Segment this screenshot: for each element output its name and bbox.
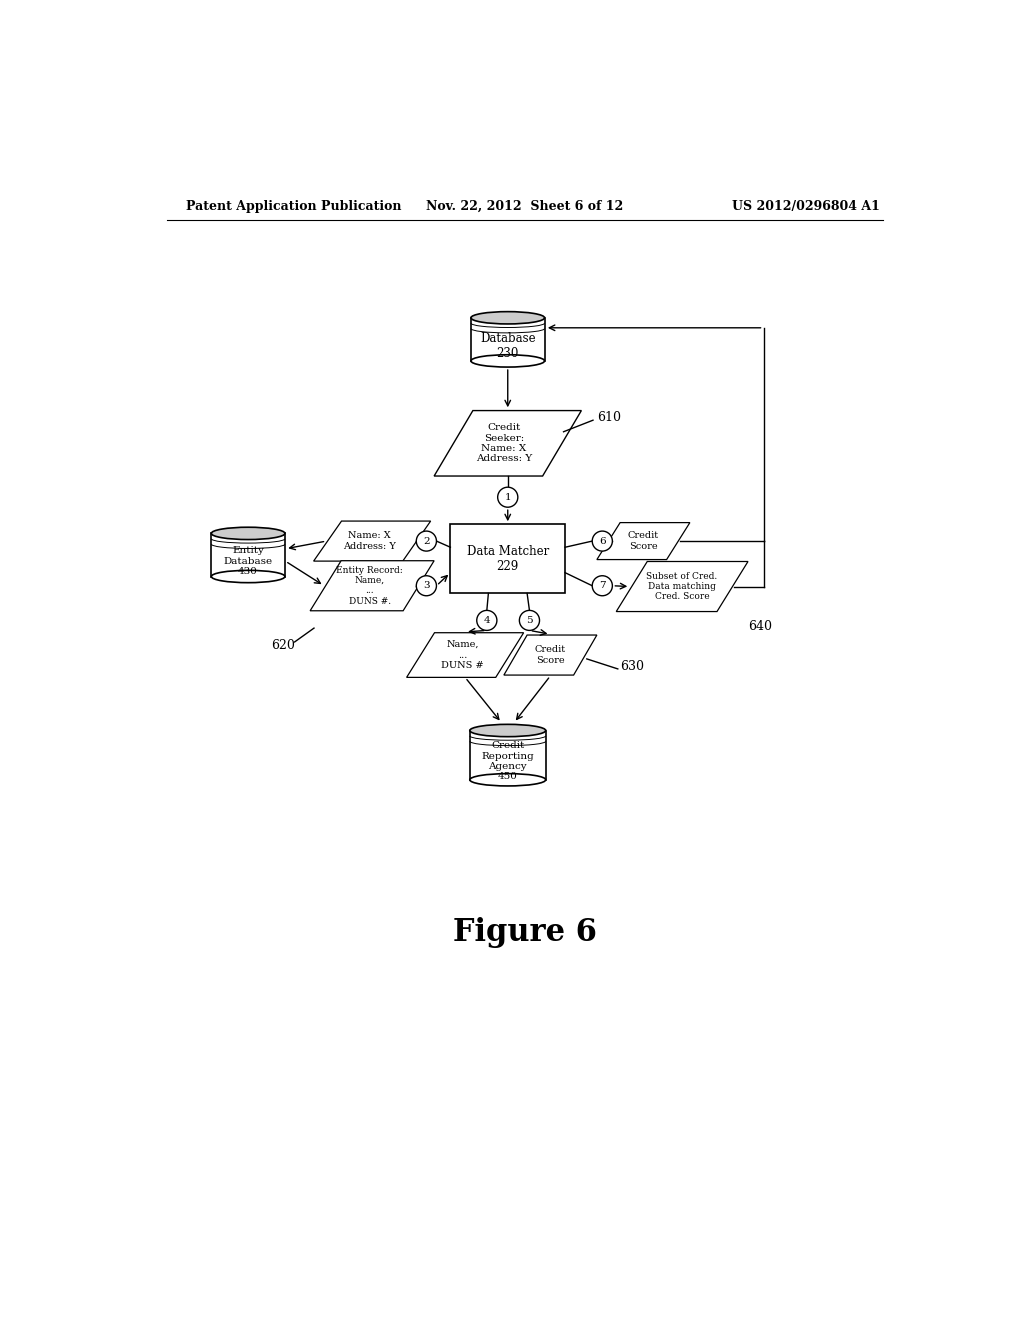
Polygon shape (504, 635, 597, 675)
Text: 2: 2 (423, 537, 430, 545)
Polygon shape (310, 561, 434, 611)
Polygon shape (471, 318, 545, 360)
Circle shape (477, 610, 497, 631)
Text: 6: 6 (599, 537, 605, 545)
Ellipse shape (211, 527, 285, 540)
Ellipse shape (470, 774, 546, 785)
Text: US 2012/0296804 A1: US 2012/0296804 A1 (732, 199, 880, 213)
Polygon shape (597, 523, 690, 560)
Text: Name: X
Address: Y: Name: X Address: Y (343, 532, 396, 550)
Text: Credit
Reporting
Agency
450: Credit Reporting Agency 450 (481, 742, 535, 781)
Text: Credit
Score: Credit Score (628, 532, 658, 550)
Text: Name,
...
DUNS #: Name, ... DUNS # (441, 640, 484, 671)
Polygon shape (616, 561, 748, 611)
Polygon shape (407, 632, 523, 677)
Text: Subset of Cred.
Data matching
Cred. Score: Subset of Cred. Data matching Cred. Scor… (646, 572, 718, 602)
Polygon shape (470, 730, 546, 780)
Text: Database
230: Database 230 (480, 331, 536, 359)
Circle shape (417, 531, 436, 552)
Text: 3: 3 (423, 581, 430, 590)
Text: 1: 1 (505, 492, 511, 502)
Polygon shape (211, 533, 285, 577)
Circle shape (592, 531, 612, 552)
Ellipse shape (470, 725, 546, 737)
Polygon shape (313, 521, 431, 561)
Text: 620: 620 (271, 639, 295, 652)
Text: 4: 4 (483, 616, 490, 624)
Ellipse shape (471, 355, 545, 367)
Text: Data Matcher
229: Data Matcher 229 (467, 545, 549, 573)
Text: Credit
Seeker:
Name: X
Address: Y: Credit Seeker: Name: X Address: Y (476, 424, 532, 463)
Circle shape (592, 576, 612, 595)
Text: Entity
Database
430: Entity Database 430 (223, 546, 272, 576)
Text: 5: 5 (526, 616, 532, 624)
Circle shape (519, 610, 540, 631)
Text: 610: 610 (597, 412, 621, 425)
Text: Credit
Score: Credit Score (535, 645, 566, 665)
Text: 7: 7 (599, 581, 605, 590)
Circle shape (417, 576, 436, 595)
Text: 630: 630 (621, 660, 644, 673)
Polygon shape (434, 411, 582, 477)
Text: 640: 640 (748, 620, 772, 634)
Text: Patent Application Publication: Patent Application Publication (186, 199, 401, 213)
Text: Nov. 22, 2012  Sheet 6 of 12: Nov. 22, 2012 Sheet 6 of 12 (426, 199, 624, 213)
Ellipse shape (471, 312, 545, 323)
Text: Entity Record:
Name,
...
DUNS #.: Entity Record: Name, ... DUNS #. (337, 566, 403, 606)
Ellipse shape (211, 570, 285, 582)
Circle shape (498, 487, 518, 507)
Bar (451, 524, 565, 594)
Text: Figure 6: Figure 6 (453, 917, 597, 948)
